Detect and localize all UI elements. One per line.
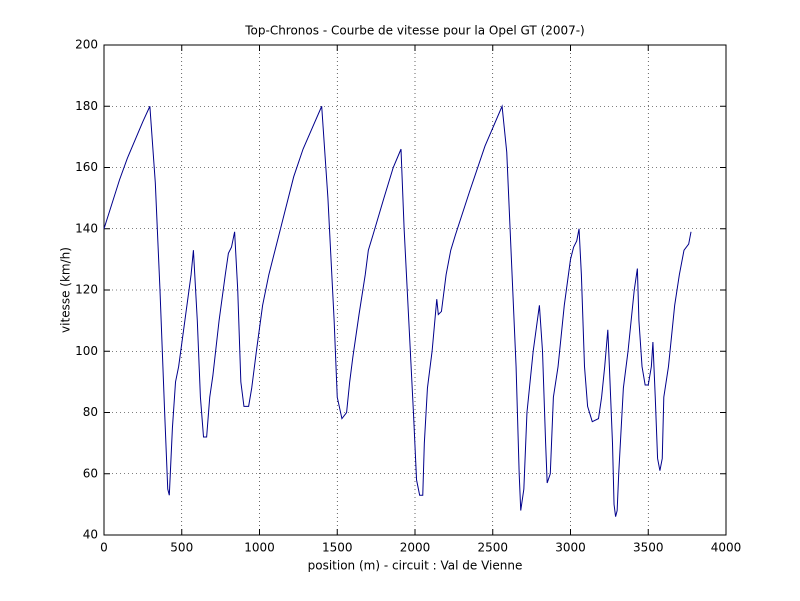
x-tick-label: 0 bbox=[100, 541, 108, 555]
x-tick-label: 3500 bbox=[633, 541, 664, 555]
y-tick-label: 40 bbox=[83, 528, 98, 542]
x-tick-label: 500 bbox=[170, 541, 193, 555]
y-tick-label: 60 bbox=[83, 466, 98, 480]
y-tick-label: 100 bbox=[75, 344, 98, 358]
x-tick-label: 1000 bbox=[244, 541, 275, 555]
x-tick-label: 4000 bbox=[711, 541, 742, 555]
y-axis-label: vitesse (km/h) bbox=[59, 247, 73, 333]
chart-title: Top-Chronos - Courbe de vitesse pour la … bbox=[244, 24, 585, 38]
speed-line bbox=[103, 104, 692, 517]
y-tick-label: 200 bbox=[75, 38, 98, 52]
x-tick-label: 2500 bbox=[477, 541, 508, 555]
y-tick-label: 80 bbox=[83, 405, 98, 419]
x-axis-label: position (m) - circuit : Val de Vienne bbox=[308, 559, 523, 573]
y-tick-label: 180 bbox=[75, 99, 98, 113]
plot-frame bbox=[103, 44, 727, 536]
y-tick-label: 120 bbox=[75, 283, 98, 297]
x-tick-label: 3000 bbox=[555, 541, 586, 555]
x-tick-label: 1500 bbox=[322, 541, 353, 555]
y-tick-label: 160 bbox=[75, 160, 98, 174]
y-tick-label: 140 bbox=[75, 221, 98, 235]
x-tick-label: 2000 bbox=[400, 541, 431, 555]
